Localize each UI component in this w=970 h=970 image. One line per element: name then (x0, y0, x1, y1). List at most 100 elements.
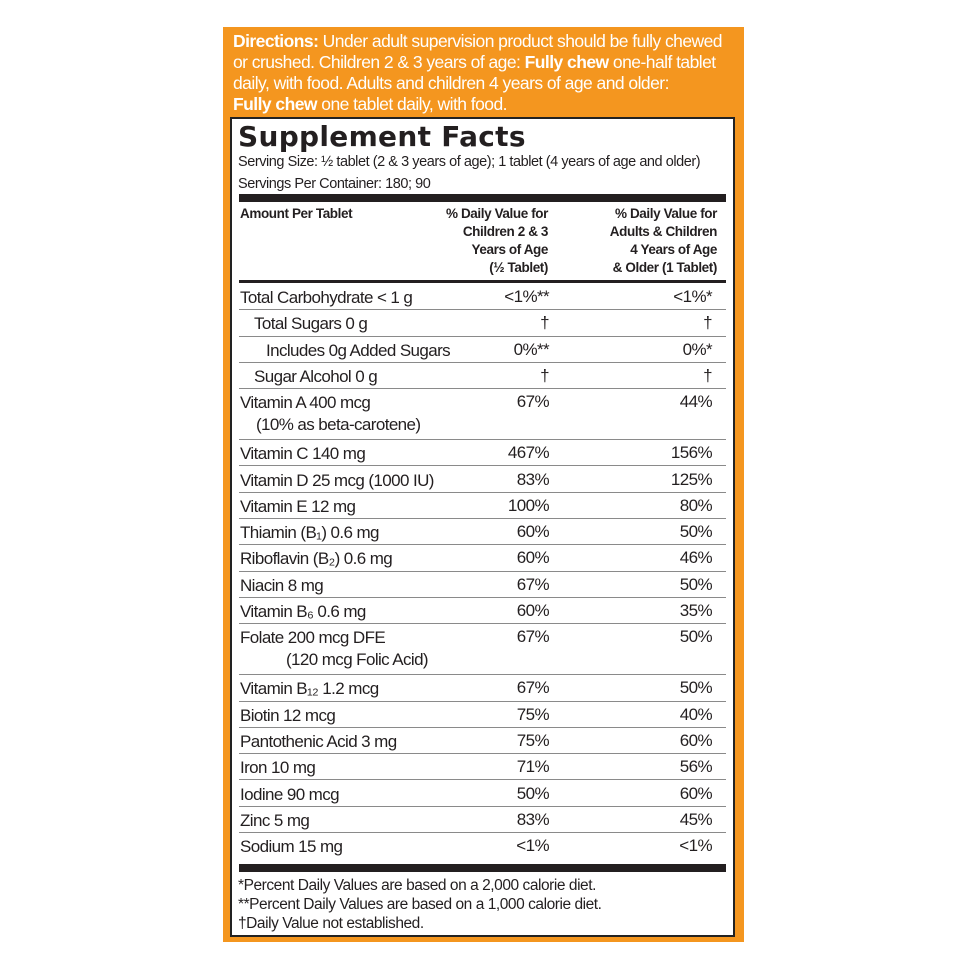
nutrient-row: Niacin 8 mg 67% 50% (239, 572, 726, 598)
adults-daily-value: <1% (679, 836, 712, 856)
nutrient-name: Folate 200 mcg DFE (120 mcg Folic Acid) (240, 627, 429, 671)
header-line: Years of Age (471, 242, 549, 257)
directions-label: Directions: (233, 31, 319, 51)
nutrient-label: Pantothenic Acid 3 mg (240, 731, 397, 751)
supplement-facts-panel: Supplement Facts Serving Size: ½ tablet … (230, 117, 735, 937)
nutrient-label: Zinc 5 mg (240, 810, 310, 830)
serving-size: Serving Size: ½ tablet (2 & 3 years of a… (238, 154, 701, 170)
nutrient-label: Riboflavin (B₂) 0.6 mg (240, 549, 393, 569)
nutrient-name: Total Sugars 0 g (254, 313, 368, 335)
nutrient-row: Vitamin C 140 mg 467% 156% (239, 440, 726, 467)
adults-daily-value: 44% (679, 392, 713, 412)
adults-daily-value: 40% (679, 704, 713, 724)
nutrient-row: Sodium 15 mg <1% <1% (239, 833, 726, 858)
header-children-dv: % Daily Value for Children 2 & 3 Years o… (446, 205, 548, 277)
directions-emphasis: Fully chew (233, 94, 318, 114)
nutrient-label: Vitamin D 25 mcg (1000 IU) (240, 470, 434, 490)
nutrient-name: Includes 0g Added Sugars (266, 340, 451, 362)
children-daily-value: 50% (516, 783, 550, 803)
children-daily-value: 67% (516, 678, 550, 698)
children-daily-value: † (540, 313, 549, 333)
thick-divider (239, 864, 726, 872)
header-line: % Daily Value for (446, 206, 548, 221)
children-daily-value: 60% (516, 522, 550, 542)
nutrient-row: Iron 10 mg 71% 56% (239, 754, 726, 781)
adults-daily-value: 50% (679, 574, 713, 594)
children-daily-value: † (540, 365, 549, 385)
adults-daily-value: 46% (679, 548, 713, 568)
footnote: **Percent Daily Values are based on a 1,… (238, 896, 602, 913)
nutrient-label: Niacin 8 mg (240, 575, 324, 595)
children-daily-value: <1% (516, 836, 549, 856)
nutrient-row: Sugar Alcohol 0 g † † (239, 363, 726, 390)
nutrient-name: Iron 10 mg (240, 757, 316, 779)
nutrient-row: Biotin 12 mcg 75% 40% (239, 702, 726, 728)
nutrient-name: Riboflavin (B₂) 0.6 mg (240, 548, 393, 570)
nutrient-name: Sodium 15 mg (240, 836, 343, 858)
nutrient-label: Thiamin (B₁) 0.6 mg (240, 523, 379, 543)
nutrient-name: Pantothenic Acid 3 mg (240, 731, 397, 753)
nutrient-name: Iodine 90 mcg (240, 784, 340, 806)
children-daily-value: 60% (516, 601, 550, 620)
nutrient-row: Total Carbohydrate < 1 g <1%** <1%* (239, 284, 726, 311)
nutrient-row: Folate 200 mcg DFE (120 mcg Folic Acid) 67… (239, 624, 726, 676)
adults-daily-value: 60% (679, 783, 713, 803)
children-daily-value: <1%** (504, 287, 549, 306)
nutrient-row: Iodine 90 mcg 50% 60% (239, 781, 726, 807)
nutrient-name: Vitamin B₆ 0.6 mg (240, 601, 366, 623)
nutrient-label: Sodium 15 mg (240, 837, 343, 857)
nutrient-name: Vitamin D 25 mcg (1000 IU) (240, 470, 434, 492)
nutrient-label: Vitamin B₆ 0.6 mg (240, 602, 366, 621)
footnote: *Percent Daily Values are based on a 2,0… (238, 877, 596, 894)
nutrient-row: Vitamin B₁₂ 1.2 mcg 67% 50% (239, 675, 726, 702)
children-daily-value: 75% (516, 730, 550, 750)
nutrient-label: Total Carbohydrate < 1 g (240, 288, 413, 307)
directions-part: one tablet daily, with food. (316, 94, 507, 114)
header-line: & Older (1 Tablet) (612, 260, 718, 275)
adults-daily-value: 125% (670, 469, 713, 489)
nutrient-label: Biotin 12 mcg (240, 705, 336, 725)
nutrient-label: Iron 10 mg (240, 758, 316, 778)
adults-daily-value: 50% (679, 522, 713, 542)
adults-daily-value: 50% (679, 678, 713, 698)
directions-part: Under adult supervision product should b… (233, 31, 723, 72)
header-line: Children 2 & 3 (462, 224, 549, 239)
panel-title: Supplement Facts (238, 120, 526, 153)
servings-per-container: Servings Per Container: 180; 90 (238, 176, 431, 192)
nutrient-sublabel: (10% as beta-carotene) (256, 415, 421, 435)
children-daily-value: 67% (516, 392, 550, 412)
header-adults-dv: % Daily Value for Adults & Children 4 Ye… (609, 205, 718, 277)
adults-daily-value: † (703, 313, 712, 333)
nutrient-row: Vitamin E 12 mg 100% 80% (239, 493, 726, 520)
directions-text: Directions: Under adult supervision prod… (233, 31, 738, 115)
nutrient-row: Riboflavin (B₂) 0.6 mg 60% 46% (239, 545, 726, 572)
adults-daily-value: 156% (670, 443, 713, 463)
adults-daily-value: 45% (679, 809, 713, 829)
footnote: †Daily Value not established. (238, 915, 424, 932)
nutrient-label: Vitamin A 400 mcg (240, 393, 371, 413)
nutrient-name: Vitamin E 12 mg (240, 496, 356, 518)
nutrient-row: Thiamin (B₁) 0.6 mg 60% 50% (239, 519, 726, 546)
thick-divider (239, 194, 726, 202)
nutrient-label: Folate 200 mcg DFE (240, 628, 386, 648)
adults-daily-value: 35% (679, 601, 713, 620)
adults-daily-value: 60% (679, 730, 713, 750)
children-daily-value: 83% (516, 469, 550, 489)
nutrient-label: Vitamin E 12 mg (240, 496, 356, 516)
adults-daily-value: 80% (679, 495, 713, 515)
adults-daily-value: 50% (679, 627, 713, 647)
nutrient-row: Pantothenic Acid 3 mg 75% 60% (239, 728, 726, 755)
nutrient-name: Sugar Alcohol 0 g (254, 366, 378, 388)
nutrient-row: Vitamin A 400 mcg (10% as beta-carotene) 6… (239, 389, 726, 441)
nutrient-label: Iodine 90 mcg (240, 784, 340, 804)
children-daily-value: 100% (507, 495, 550, 515)
children-daily-value: 60% (516, 548, 550, 568)
nutrient-name: Zinc 5 mg (240, 810, 310, 832)
header-amount: Amount Per Tablet (240, 206, 353, 221)
nutrient-row: Vitamin B₆ 0.6 mg 60% 35% (239, 598, 726, 625)
header-line: Adults & Children (609, 224, 718, 239)
nutrient-row: Includes 0g Added Sugars 0%** 0%* (239, 337, 726, 363)
header-line: (½ Tablet) (489, 260, 548, 275)
directions-part: one-half tablet daily, with food. Adults… (233, 52, 716, 93)
nutrient-label: Includes 0g Added Sugars (266, 340, 451, 360)
